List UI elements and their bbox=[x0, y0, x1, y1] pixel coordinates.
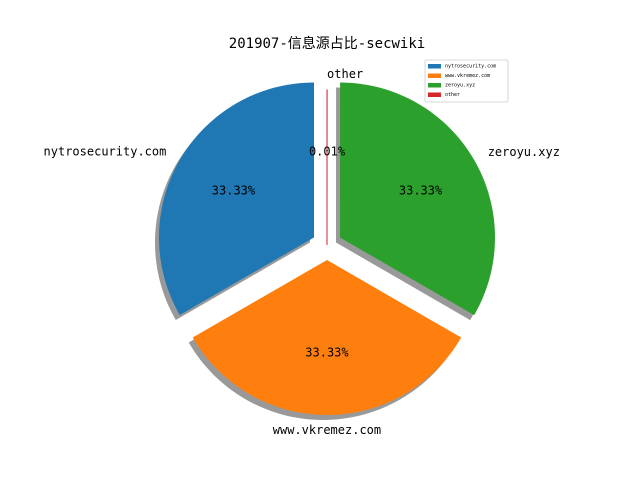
percent-label: 0.01% bbox=[309, 145, 346, 159]
slice-label: nytrosecurity.com bbox=[44, 145, 167, 159]
wedges bbox=[159, 82, 495, 415]
legend-label: other bbox=[445, 92, 460, 98]
wedge bbox=[159, 82, 315, 315]
legend-label: nytrosecurity.com bbox=[445, 64, 496, 70]
slice-label: other bbox=[327, 67, 363, 81]
slice-label: www.vkremez.com bbox=[273, 423, 381, 437]
legend-swatch bbox=[428, 83, 441, 88]
legend-swatch bbox=[428, 92, 441, 97]
percent-label: 33.33% bbox=[305, 346, 349, 360]
legend-label: www.vkremez.com bbox=[445, 73, 490, 79]
percent-label: 33.33% bbox=[212, 183, 256, 197]
legend-label: zeroyu.xyz bbox=[445, 83, 475, 89]
legend-frame bbox=[424, 59, 509, 103]
legend: nytrosecurity.com www.vkremez.com zeroyu.x… bbox=[424, 59, 509, 103]
labels: nytrosecurity.com 33.33% www.vkremez.com 33… bbox=[44, 67, 560, 437]
legend-swatch bbox=[428, 73, 441, 78]
percent-label: 33.33% bbox=[399, 184, 443, 198]
wedge bbox=[339, 82, 495, 316]
wedge bbox=[192, 260, 462, 415]
slice-label: zeroyu.xyz bbox=[488, 145, 560, 159]
chart-title: 201907-信息源占比-secwiki bbox=[229, 35, 425, 52]
legend-swatch bbox=[428, 64, 441, 69]
